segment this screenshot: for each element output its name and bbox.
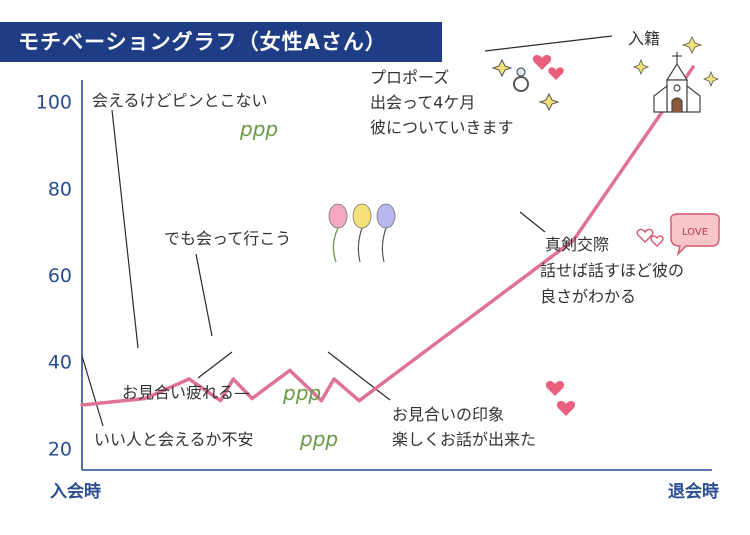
data-point (288, 368, 292, 372)
annotation-anxious: いい人と会えるか不安 (94, 430, 254, 449)
annotation-proposal-line1: プロポーズ (370, 68, 449, 87)
annotation-tired-deco: ppp (282, 381, 321, 405)
annotation-proposal-line3: 彼についていきます (370, 118, 514, 137)
heart-icon (636, 228, 664, 247)
leader-impression (327, 351, 391, 401)
data-point (319, 399, 323, 403)
annotation-dating-line2: 話せば話すほど彼の (540, 261, 684, 280)
y-tick-label: 20 (48, 438, 72, 460)
sparkle-icon (491, 58, 560, 112)
love-badge-text: LOVE (682, 227, 708, 238)
heart-icon (545, 381, 576, 416)
annotation-impression-line1: お見合いの印象 (392, 405, 504, 424)
annotation-dating-line3: 良さがわかる (540, 287, 636, 306)
chart-title: モチベーショングラフ（女性Aさん） (0, 22, 442, 62)
leader-anxious (81, 355, 104, 427)
series-line (80, 65, 695, 407)
data-point (691, 65, 695, 69)
annotation-impression-line2: 楽しくお話が出来た (392, 430, 536, 449)
love-speech-bubble-icon: LOVE (669, 213, 721, 257)
heart-icon (532, 55, 564, 80)
church-icon (653, 52, 701, 113)
annotation-peak1-deco: ppp (239, 117, 278, 141)
data-point (219, 399, 223, 403)
x-end-label: 退会時 (668, 481, 719, 502)
annotation-dating-line1: 真剣交際 (545, 235, 609, 254)
leader-tired (197, 351, 233, 379)
annotation-tired: お見合い疲れる— (122, 383, 250, 402)
leader-peak1 (111, 109, 139, 349)
data-point (187, 377, 191, 381)
y-tick-label: 100 (36, 92, 72, 114)
data-point (357, 399, 361, 403)
ring-icon (513, 67, 529, 92)
annotation-proposal-line2: 出会って4ケ月 (370, 93, 475, 112)
annotation-marriage: 入籍 (628, 29, 660, 48)
data-point (143, 397, 147, 400)
leader-dating (519, 211, 546, 233)
annotation-anxious-deco: ppp (299, 427, 338, 451)
annotation-cheer: でも会って行こう (164, 229, 291, 248)
annotation-peak1: 会えるけどピンとこない (92, 91, 268, 110)
data-point (80, 403, 84, 407)
x-start-label: 入会時 (50, 481, 101, 502)
data-point (332, 377, 336, 381)
y-tick-label: 80 (48, 178, 72, 200)
leader-cheer (195, 253, 213, 337)
leader-proposal (484, 35, 613, 52)
balloon-icon (328, 203, 396, 263)
data-point (571, 238, 575, 242)
y-tick-label: 40 (48, 352, 72, 374)
sparkle-icon (632, 36, 720, 88)
y-tick-label: 60 (48, 265, 72, 287)
data-point (250, 397, 254, 400)
data-point (231, 377, 235, 381)
